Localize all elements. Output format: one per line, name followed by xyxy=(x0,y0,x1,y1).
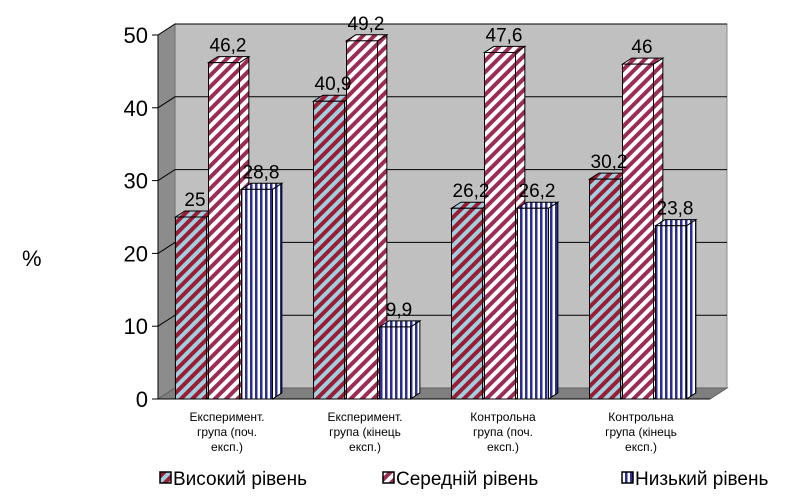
bar-side xyxy=(548,201,559,400)
x-axis: Експеримент. група (поч. експ.) Експеримент… xyxy=(158,398,710,454)
data-label: 40,9 xyxy=(315,74,352,95)
data-label: 47,6 xyxy=(486,25,523,46)
data-label: 30,2 xyxy=(591,152,628,173)
bar-front xyxy=(313,100,345,400)
bar-front xyxy=(175,216,207,400)
bar-front xyxy=(655,225,687,400)
bar-side xyxy=(686,218,697,400)
bar-front xyxy=(517,207,549,400)
data-labels: 25 46,2 28,8 40,9 49,2 9,9 26,2 47,6 26,2 30,2 46 2… xyxy=(184,14,693,321)
legend-swatch xyxy=(159,471,172,484)
legend-label: Середній рівень xyxy=(396,469,538,490)
y-tick-label: 50 xyxy=(124,23,148,48)
bar xyxy=(515,201,560,400)
bar-front xyxy=(208,62,240,400)
legend-swatch xyxy=(621,471,634,484)
data-label: 9,9 xyxy=(386,300,412,321)
legend-item: Високий рівень xyxy=(159,469,307,490)
legend: Високий рівень Середній рівень Низький рів… xyxy=(159,469,768,490)
bar-front xyxy=(622,63,654,400)
x-tick-label: Контрольна група (кінець експ.) xyxy=(605,410,677,454)
x-tick-label: Експеримент. група (поч. експ.) xyxy=(190,410,265,454)
bar-front xyxy=(379,326,411,400)
bar-side xyxy=(410,319,421,400)
data-label: 46,2 xyxy=(210,36,247,57)
data-label: 26,2 xyxy=(519,181,556,202)
y-axis-title: % xyxy=(22,246,42,271)
data-label: 26,2 xyxy=(453,181,490,202)
gridline xyxy=(157,169,727,182)
y-tick-label: 10 xyxy=(124,314,148,339)
bar-front xyxy=(484,51,516,400)
data-label: 49,2 xyxy=(348,14,385,35)
bar xyxy=(377,319,422,400)
y-tick-label: 40 xyxy=(124,96,148,121)
gridline xyxy=(157,96,727,109)
bar-front xyxy=(241,188,273,400)
bar xyxy=(239,182,284,400)
legend-item: Середній рівень xyxy=(382,469,538,490)
bar-front xyxy=(589,178,621,400)
bar xyxy=(344,33,389,400)
data-label: 46 xyxy=(631,37,652,58)
y-tick-label: 30 xyxy=(124,169,148,194)
bars xyxy=(173,33,698,400)
bar xyxy=(653,218,698,400)
legend-label: Високий рівень xyxy=(173,469,307,490)
data-label: 25 xyxy=(184,190,205,211)
bar xyxy=(206,55,251,400)
gridline xyxy=(157,23,727,36)
bar-front xyxy=(451,207,483,400)
data-label: 23,8 xyxy=(657,199,694,220)
x-tick-label: Контрольна група (поч. експ.) xyxy=(470,410,536,454)
legend-swatch xyxy=(382,471,395,484)
legend-item: Низький рівень xyxy=(621,469,768,490)
x-tick-label: Експеримент. група (кінець експ.) xyxy=(328,410,403,454)
bar xyxy=(620,57,665,400)
plot-side-wall xyxy=(157,23,176,400)
y-tick-label: 0 xyxy=(136,387,148,412)
data-label: 28,8 xyxy=(243,162,280,183)
y-tick-label: 20 xyxy=(124,241,148,266)
legend-label: Низький рівень xyxy=(635,469,768,490)
bar-side xyxy=(272,182,283,400)
y-axis: 0 10 20 30 40 50 xyxy=(124,23,159,412)
